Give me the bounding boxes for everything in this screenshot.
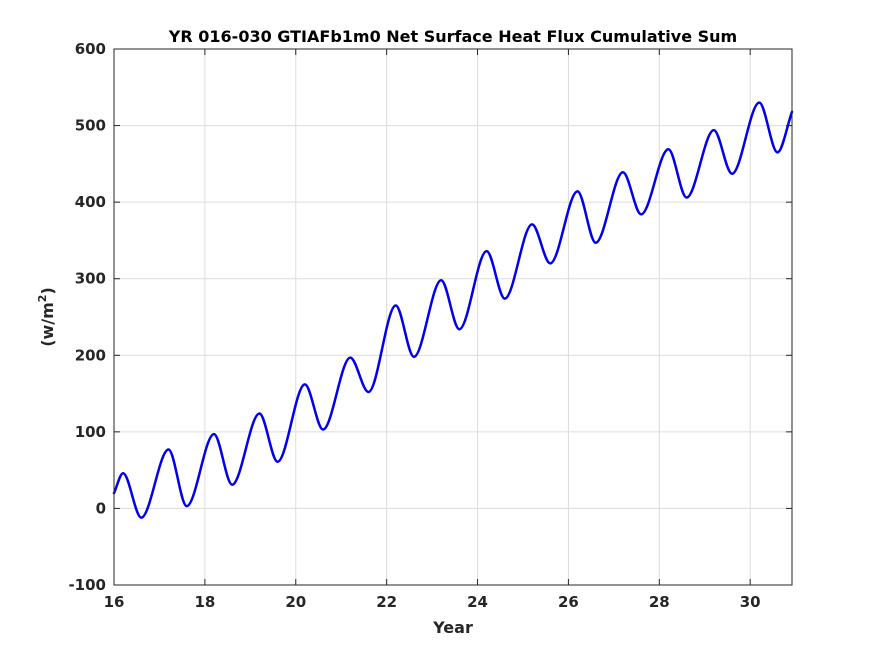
y-tick-label: 200 <box>75 346 106 364</box>
y-tick-label: 400 <box>75 193 106 211</box>
x-tick-labels: 16 18 20 22 24 26 28 30 <box>104 49 761 611</box>
y-tick-label: 300 <box>75 270 106 288</box>
chart-title: YR 016-030 GTIAFb1m0 Net Surface Heat Fl… <box>168 27 737 46</box>
y-tick-label: 100 <box>75 423 106 441</box>
x-tick-label: 16 <box>104 593 125 611</box>
y-tick-label: 500 <box>75 117 106 135</box>
y-axis-label-base: (w/m <box>38 302 57 347</box>
y-tick-label: 0 <box>96 499 106 517</box>
series-layer <box>112 101 794 519</box>
x-tick-label: 18 <box>194 593 215 611</box>
x-tick-label: 30 <box>740 593 761 611</box>
series-line <box>112 101 794 519</box>
x-tick-label: 28 <box>649 593 670 611</box>
y-axis-label-close: ) <box>38 287 57 294</box>
axes-box <box>113 48 793 586</box>
x-tick-label: 26 <box>558 593 579 611</box>
y-tick-label: -100 <box>68 576 106 594</box>
y-axis-label: (w/m2) <box>36 287 57 347</box>
x-tick-label: 20 <box>285 593 306 611</box>
x-tick-label: 22 <box>376 593 397 611</box>
x-axis-label: Year <box>432 618 473 637</box>
y-tick-label: 600 <box>75 40 106 58</box>
y-axis-label-superscript: 2 <box>36 295 49 303</box>
x-tick-label: 24 <box>467 593 488 611</box>
y-tick-labels: -100 0 100 200 300 400 500 600 <box>68 40 792 594</box>
